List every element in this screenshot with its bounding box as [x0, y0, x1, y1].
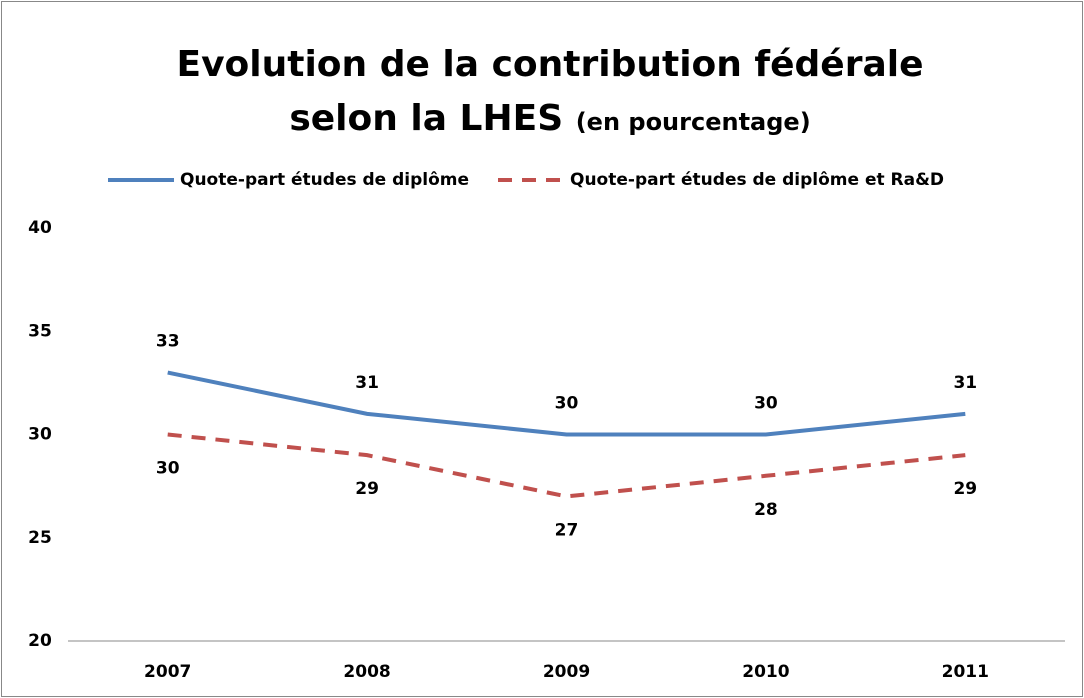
data-label: 33 [156, 332, 180, 352]
data-label: 30 [754, 394, 778, 414]
legend-label: Quote-part études de diplôme et Ra&D [570, 170, 944, 190]
data-label: 30 [156, 459, 180, 479]
x-tick-label: 2007 [144, 662, 191, 682]
data-label: 27 [555, 520, 579, 540]
x-tick-label: 2010 [742, 662, 789, 682]
x-tick-label: 2009 [543, 662, 590, 682]
series-line [167, 370, 966, 437]
data-label: 29 [355, 479, 379, 499]
data-label: 31 [953, 373, 977, 393]
data-label: 31 [355, 373, 379, 393]
y-tick-label: 40 [28, 218, 52, 238]
x-tick-label: 2011 [942, 662, 989, 682]
y-tick-label: 20 [28, 631, 52, 651]
data-label: 30 [555, 394, 579, 414]
series-line [167, 432, 966, 499]
data-label: 29 [953, 479, 977, 499]
y-tick-label: 35 [28, 321, 52, 341]
legend-label: Quote-part études de diplôme [180, 170, 469, 190]
y-tick-label: 25 [28, 528, 52, 548]
x-tick-label: 2008 [343, 662, 390, 682]
y-tick-label: 30 [28, 425, 52, 445]
data-label: 28 [754, 500, 778, 520]
chart-subtitle: (en pourcentage) [575, 108, 811, 136]
chart-title-block: Evolution de la contribution fédérale se… [150, 38, 950, 149]
chart-title: Evolution de la contribution fédérale se… [176, 44, 924, 139]
